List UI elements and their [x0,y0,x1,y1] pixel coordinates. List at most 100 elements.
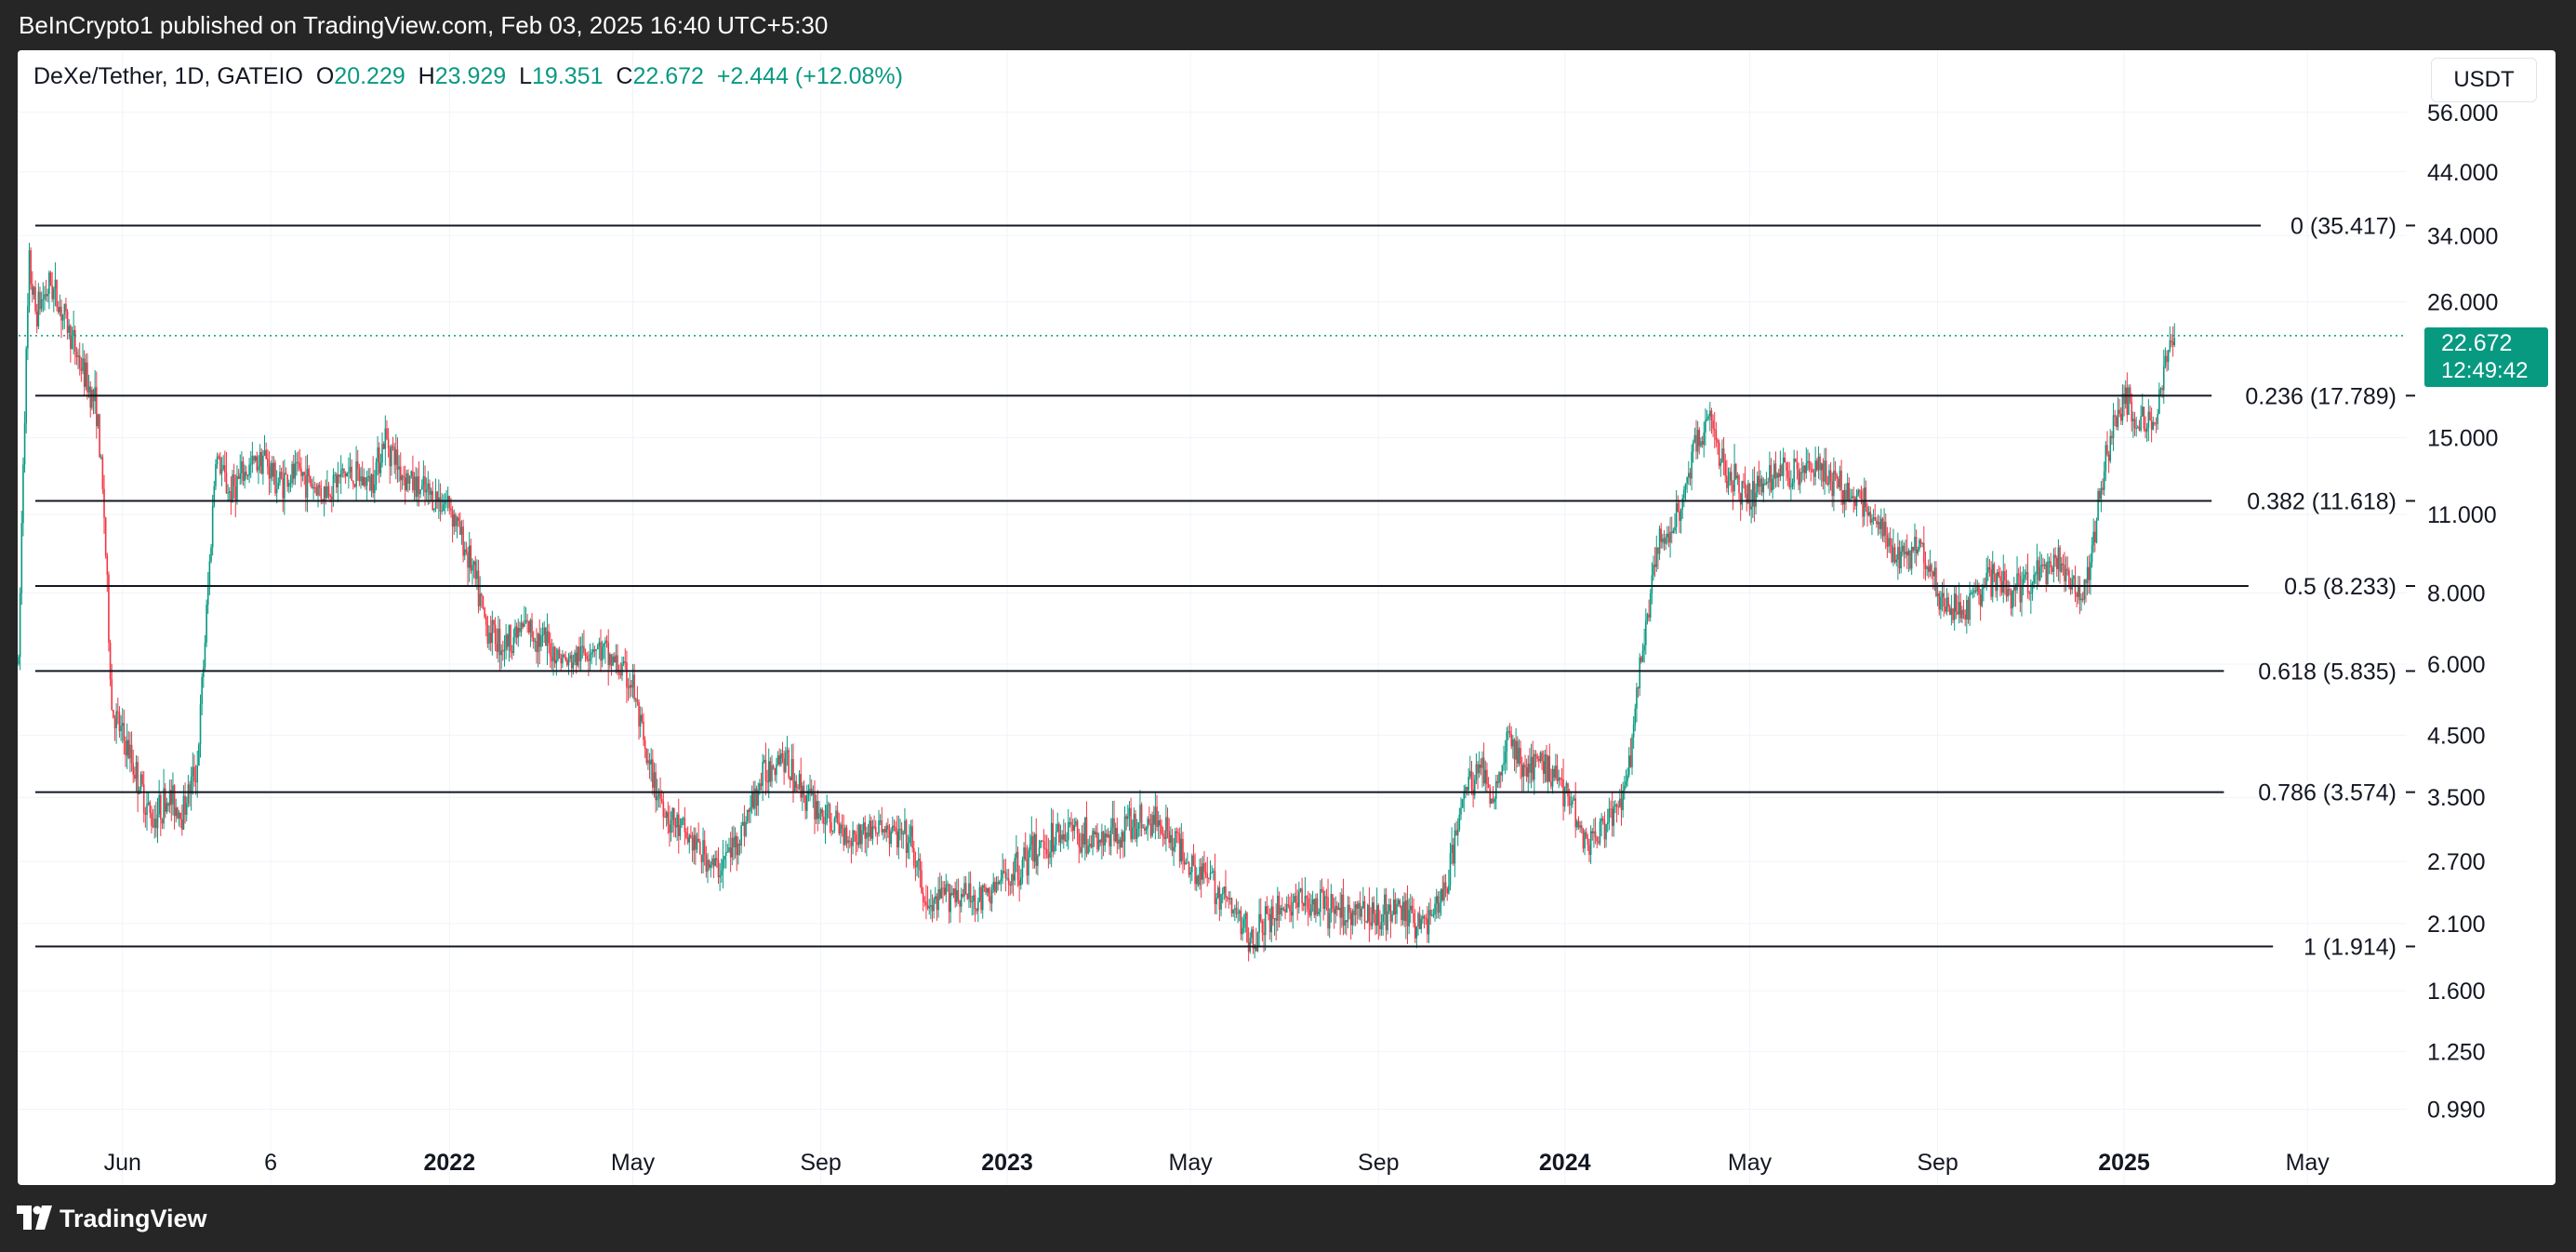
candle-body [372,473,374,494]
candle-body [1755,492,1757,507]
candle-body [455,514,457,526]
candle-body [303,472,306,475]
candle-body [2138,426,2141,431]
candle-body [225,472,228,494]
candle-body [306,468,309,499]
candle-body [246,472,247,476]
candle-body [2150,420,2153,430]
candle-body [1919,539,1920,550]
candle-body [249,463,252,465]
candle-body [1042,841,1045,849]
candle-body [120,726,122,732]
candle-body [934,896,936,899]
candle-body [1758,475,1760,487]
candle-body [1188,862,1190,875]
candle-body [323,486,325,501]
chart-panel[interactable] [18,50,2556,1185]
candle-body [1206,873,1209,878]
candle-body [804,794,806,811]
candle-body [387,438,390,448]
candle-body [1672,530,1675,533]
candle-body [1487,784,1490,788]
price-tick-label: 1.250 [2427,1040,2486,1066]
time-tick-label: Sep [1358,1150,1399,1176]
candle-body [1195,875,1198,885]
candle-body [1584,832,1586,849]
candle-body [436,491,438,501]
candle-body [1513,739,1516,760]
candle-body [2007,589,2009,597]
candle-body [1726,475,1728,488]
candle-body [1097,840,1100,850]
candle-body [1622,790,1624,810]
candle-body [1666,533,1668,538]
last-price-value: 22.672 [2441,330,2513,356]
candle-body [1101,831,1103,843]
candle-body [583,646,585,653]
candle-body [1235,908,1238,914]
price-tick-label: 0.990 [2427,1098,2486,1124]
candle-body [1071,824,1074,832]
candle-body [349,466,352,473]
candle-body [1919,539,1922,544]
candle-body [912,848,915,866]
candle-body [1610,808,1612,810]
candle-body [1030,835,1033,845]
candle-body [89,386,92,408]
candle-body [909,836,910,844]
candle-body [1018,880,1020,886]
candle-body [341,468,344,471]
tradingview-logo-icon[interactable] [17,1205,54,1230]
candle-body [2038,566,2041,580]
price-axis[interactable]: 56.000 44.000 34.000 26.000 15.000 11.000 8.00… [2427,100,2498,1124]
candle-body [1496,780,1499,783]
candle-body [2116,416,2118,427]
candle-body [446,496,449,501]
candle-body [852,830,854,846]
candle-body [1280,907,1281,915]
candle-body [59,306,61,313]
candle-body [179,812,181,819]
candle-body [498,628,499,652]
candle-body [1594,831,1597,838]
candle-body [1095,832,1097,835]
candle-body [2098,491,2101,499]
candle-body [512,637,515,653]
candle-body [655,772,657,801]
candle-body [2143,406,2145,429]
candle-body [1917,549,1919,553]
candle-body [684,818,686,832]
candle-body [1931,565,1932,572]
candle-body [389,447,392,467]
fibonacci-retracement[interactable]: 0 (35.417) 0.236 (17.789) 0.382 (11.618) 0.… [35,213,2415,961]
candle-body [1976,585,1979,592]
currency-selector[interactable]: USDT [2431,58,2537,102]
candle-body [2149,411,2151,421]
candle-body [1828,470,1830,485]
candle-body [1461,799,1464,808]
candle-body [1458,814,1461,830]
candle-body [2129,387,2131,402]
candle-body [1651,575,1653,593]
candle-body [1135,829,1138,839]
candle-body [113,718,116,728]
candle-body [1724,460,1727,476]
candle-body [1880,518,1882,529]
candle-body [379,462,382,473]
candle-body [919,859,922,871]
candle-body [1680,509,1682,521]
candle-body [2005,580,2008,597]
candle-body [1356,904,1359,909]
candle-body [719,875,721,878]
candle-body [123,723,126,741]
candle-body [1113,818,1115,842]
tradingview-brand[interactable]: TradingView [60,1205,207,1232]
time-axis[interactable]: Jun 6 2022 May Sep 2023 May Sep 2024 May Sep 2025 Ma… [104,1150,2330,1176]
candle-body [1891,544,1893,563]
candle-body [129,744,131,759]
candle-body [1294,896,1295,902]
close-value: 22.672 [632,63,704,89]
candle-body [1617,806,1620,808]
time-tick-label: May [1169,1150,1214,1176]
